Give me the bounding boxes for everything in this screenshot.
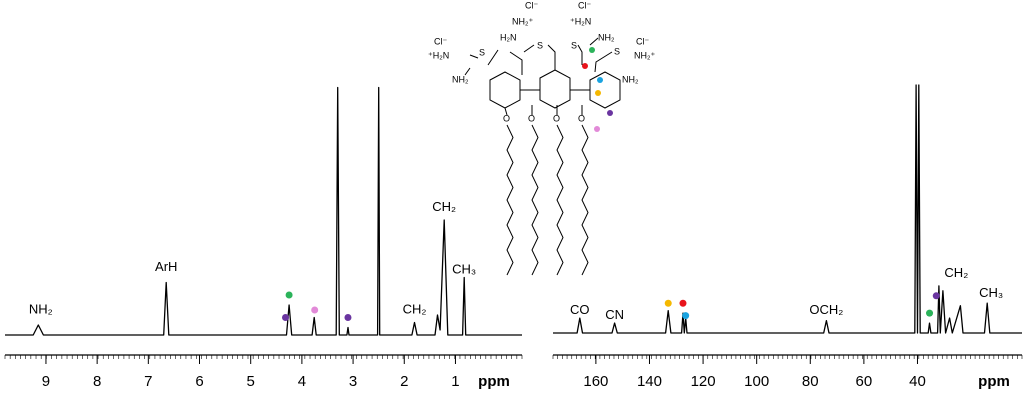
dot (595, 90, 601, 96)
x-tick-label: 2 (400, 373, 408, 390)
x-tick-label: 1 (451, 373, 459, 390)
x-tick-label: 80 (802, 373, 819, 390)
assignment-dot (664, 299, 672, 307)
atom-label: NH₂ (622, 74, 639, 84)
atom-label: O (578, 113, 585, 123)
atom-label: Cl⁻ (525, 0, 538, 10)
alkyl-chains (506, 124, 589, 276)
atom-label: Cl⁻ (434, 36, 447, 46)
dot (594, 126, 600, 132)
peak-label: OCH₂ (809, 302, 843, 317)
bond (464, 37, 613, 76)
atom-label: S (479, 47, 485, 57)
spectrum-line (5, 86, 522, 336)
assignment-dot (682, 312, 690, 320)
x-tick-label: 5 (247, 373, 255, 390)
structure-labels: Cl⁻ Cl⁻ Cl⁻ Cl⁻ NH₂⁺ H₂N S ⁺H₂N S NH₂ ⁺H… (428, 0, 655, 123)
assignment-dot (926, 309, 934, 317)
peak-label: CO (570, 302, 590, 317)
peak-label: CH₂ (944, 265, 968, 280)
alkyl-chain (531, 124, 539, 276)
x-tick-label: 160 (583, 373, 608, 390)
atom-label: NH₂ (452, 74, 469, 84)
assignment-dot (679, 299, 687, 307)
assignment-dot (282, 314, 290, 321)
dot (597, 77, 603, 83)
atom-label: O (528, 113, 535, 123)
x-tick-label: 9 (42, 373, 50, 390)
x-axis-label: ppm (478, 373, 510, 390)
x-tick-label: 3 (349, 373, 357, 390)
x-tick-label: 4 (298, 373, 306, 390)
atom-label: S (537, 40, 543, 50)
atom-label: O (503, 113, 510, 123)
dot (582, 63, 588, 69)
x-axis-label: ppm (978, 373, 1010, 390)
x-tick-label: 8 (93, 373, 101, 390)
atom-label: Cl⁻ (578, 0, 591, 10)
atom-label: Cl⁻ (636, 36, 649, 46)
atom-label: NH₂⁺ (512, 16, 533, 26)
atom-label: NH₂⁺ (634, 50, 655, 60)
peak-label: CN (605, 307, 624, 322)
atom-label: S (614, 46, 620, 56)
x-tick-label: 140 (637, 373, 662, 390)
atom-label: O (553, 113, 560, 123)
atom-label: S (571, 40, 577, 50)
alkyl-chain (581, 124, 589, 276)
atom-label: ⁺H₂N (570, 16, 591, 26)
x-tick-label: 100 (744, 373, 769, 390)
dot (607, 110, 613, 116)
structure (464, 37, 621, 276)
x-tick-label: 60 (856, 373, 873, 390)
dot (589, 47, 595, 53)
spectrum-line (553, 84, 1022, 334)
alkyl-chain (506, 124, 514, 276)
x-tick-label: 7 (144, 373, 152, 390)
peak-label: CH₂ (403, 301, 427, 316)
assignment-dot (344, 314, 352, 321)
spectra: 9 8 7 6 5 4 3 2 1 ppm NH₂ ArH CH₂ CH₃ CH₂ 160 140 120 100 8… (4, 84, 1023, 390)
assignment-dot (311, 306, 319, 314)
x-tick-label: 120 (691, 373, 716, 390)
bond (489, 55, 621, 116)
atom-label: ⁺H₂N (428, 50, 449, 60)
alkyl-chain (556, 124, 564, 276)
atom-label: H₂N (500, 32, 517, 42)
peak-label: ArH (155, 259, 177, 274)
x-tick-label: 40 (909, 373, 926, 390)
peak-label: NH₂ (29, 301, 53, 316)
peak-label: CH₃ (979, 285, 1003, 300)
peak-label: CH₂ (432, 199, 456, 214)
assignment-dot (285, 291, 293, 299)
atom-label: NH₂ (598, 32, 615, 42)
peak-label: CH₃ (452, 261, 476, 276)
assignment-dot (932, 292, 940, 300)
x-tick-label: 6 (195, 373, 203, 390)
